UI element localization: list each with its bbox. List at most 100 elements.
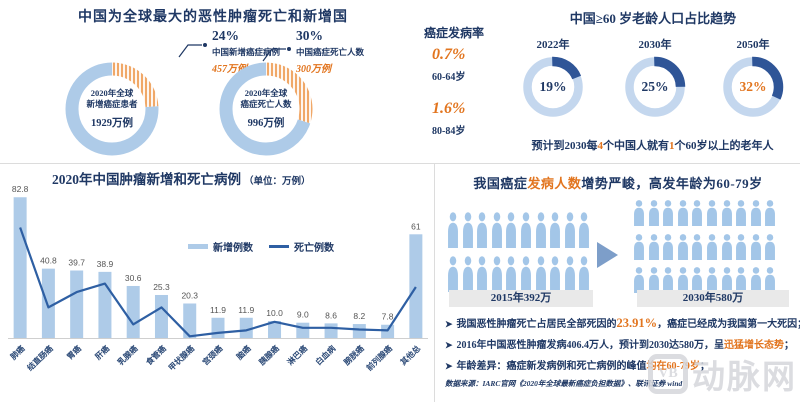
bar-肝癌 bbox=[98, 271, 112, 338]
person-icon bbox=[735, 200, 747, 231]
person-icon bbox=[491, 255, 503, 297]
bar-结直肠癌 bbox=[41, 268, 55, 338]
person-icon bbox=[633, 233, 645, 265]
person-icon bbox=[505, 255, 517, 297]
pictogram-2030 bbox=[633, 200, 776, 301]
person-icon bbox=[549, 255, 561, 297]
arrow-right-icon bbox=[597, 242, 618, 268]
person-icon bbox=[648, 200, 660, 231]
incidence-rate-2: 1.6% bbox=[432, 100, 466, 117]
person-icon bbox=[662, 200, 674, 231]
callout-connector-2 bbox=[262, 47, 291, 62]
panel-global-title: 中国为全球最大的恶性肿瘤死亡和新增国 bbox=[78, 10, 348, 25]
growth-title: 我国癌症发病人数增势严峻，高发年龄为60-79岁 bbox=[473, 176, 763, 191]
bar-value-label: 8.2 bbox=[353, 311, 365, 321]
bar-value-label: 8.6 bbox=[325, 310, 337, 320]
bar-chart-title: 2020年中国肿瘤新增和死亡病例 （单位：万例） bbox=[52, 172, 311, 187]
legend-line-swatch-icon bbox=[269, 245, 289, 248]
bullet-2: ➤ 2016年中国恶性肿瘤发病406.4万人，预计到2030达580万，呈迅猛增长… bbox=[445, 340, 795, 351]
person-icon bbox=[535, 255, 547, 297]
person-icon bbox=[505, 212, 517, 253]
person-icon bbox=[721, 200, 733, 231]
x-tick-label: 脑癌 bbox=[233, 343, 252, 362]
vertical-divider bbox=[434, 164, 435, 402]
person-icon bbox=[750, 200, 762, 231]
person-icon bbox=[535, 212, 547, 253]
person-icon bbox=[677, 233, 689, 265]
person-icon bbox=[706, 200, 718, 231]
bar-value-label: 7.8 bbox=[382, 312, 394, 322]
person-icon bbox=[549, 212, 561, 253]
pictogram-2015 bbox=[447, 212, 590, 299]
x-tick-label: 甲状腺癌 bbox=[166, 343, 196, 372]
x-tick-label: 乳腺癌 bbox=[115, 343, 139, 367]
incidence-age-2: 80-84岁 bbox=[432, 126, 466, 137]
bar-甲状腺癌 bbox=[183, 303, 197, 338]
aging-title: 中国≥60 岁老龄人口占比趋势 bbox=[569, 11, 737, 26]
incidence-age-1: 60-64岁 bbox=[432, 72, 466, 83]
person-icon bbox=[735, 233, 747, 265]
person-icon bbox=[677, 200, 689, 231]
bar-value-label: 25.3 bbox=[153, 282, 170, 292]
person-icon bbox=[476, 212, 488, 253]
person-icon bbox=[662, 233, 674, 265]
person-icon bbox=[520, 255, 532, 297]
panel-growth: 我国癌症发病人数增势严峻，高发年龄为60-79岁 2015年392万 2030年… bbox=[437, 164, 800, 402]
donut-ring bbox=[65, 62, 159, 156]
person-icon bbox=[706, 233, 718, 265]
person-icon bbox=[578, 255, 590, 297]
bar-淋巴癌 bbox=[296, 322, 310, 338]
legend-item-new-cases: 新增例数 bbox=[188, 239, 253, 254]
person-icon bbox=[520, 212, 532, 253]
person-icon bbox=[764, 200, 776, 231]
bar-value-label: 9.0 bbox=[297, 310, 309, 320]
person-icon bbox=[447, 212, 459, 253]
person-icon bbox=[662, 267, 674, 298]
incidence-rate-1: 0.7% bbox=[432, 46, 466, 63]
person-icon bbox=[750, 233, 762, 265]
legend-item-deaths: 死亡例数 bbox=[269, 239, 334, 254]
bar-value-label: 38.9 bbox=[97, 259, 114, 269]
x-tick-label: 胰腺癌 bbox=[257, 343, 281, 367]
person-icon bbox=[691, 233, 703, 265]
aging-donut-2030: 2030年 25% bbox=[620, 36, 690, 119]
person-icon bbox=[462, 212, 474, 253]
donut-global-deaths: 2020年全球 癌症死亡人数 996万例 bbox=[218, 61, 314, 157]
bar-value-label: 82.8 bbox=[12, 184, 29, 194]
bar-肺癌 bbox=[13, 197, 27, 338]
person-icon bbox=[691, 267, 703, 298]
bar-乳腺癌 bbox=[126, 285, 140, 338]
x-tick-label: 白血病 bbox=[313, 343, 337, 367]
person-icon bbox=[721, 233, 733, 265]
donut-ring bbox=[522, 56, 584, 118]
incidence-title: 癌症发病率 bbox=[424, 26, 485, 40]
bar-其他总 bbox=[409, 234, 423, 338]
x-tick-label: 宫颈癌 bbox=[200, 343, 224, 367]
bar-value-label: 61 bbox=[411, 221, 421, 231]
person-icon bbox=[764, 233, 776, 265]
bar-脑癌 bbox=[239, 317, 253, 338]
bar-食管癌 bbox=[154, 294, 168, 338]
pictogram-row bbox=[447, 255, 590, 297]
donut-center-label: 2020年全球 新增癌症患者 1929万例 bbox=[86, 88, 138, 129]
x-tick-label: 淋巴癌 bbox=[285, 343, 309, 367]
person-icon bbox=[578, 212, 590, 253]
bar-line-chart: 82.8 肺癌 40.8 结直肠癌 39.7 胃癌 38.9 肝癌 30.6 乳腺癌 25.3 食管癌… bbox=[8, 184, 428, 373]
bar-白血病 bbox=[324, 323, 338, 338]
bar-value-label: 30.6 bbox=[125, 273, 142, 283]
callout-china-new-cases: 24% 中国新增癌症病例 457万例 bbox=[212, 28, 281, 75]
person-icon bbox=[677, 267, 689, 298]
bar-value-label: 39.7 bbox=[68, 258, 85, 268]
person-icon bbox=[750, 267, 762, 298]
donut-center-label: 2020年全球 癌症死亡人数 996万例 bbox=[240, 88, 292, 129]
x-tick-label: 前列腺癌 bbox=[364, 343, 394, 372]
person-icon bbox=[447, 255, 459, 297]
aging-donut-2050: 2050年 32% bbox=[718, 36, 788, 119]
donut-ring bbox=[722, 56, 784, 118]
pictogram-row bbox=[633, 200, 776, 231]
person-icon bbox=[633, 267, 645, 298]
person-icon bbox=[735, 267, 747, 298]
person-icon bbox=[721, 267, 733, 298]
chart-legend: 新增例数 死亡例数 bbox=[188, 239, 334, 254]
